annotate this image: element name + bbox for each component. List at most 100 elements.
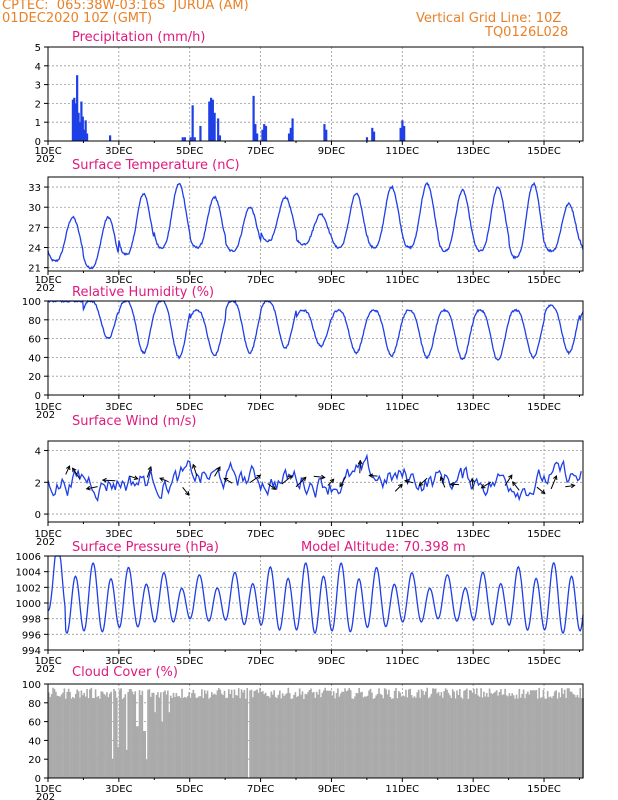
cloud-bar (57, 696, 60, 778)
wind-vector-shaft (418, 477, 428, 486)
y-tick-label: 21 (28, 264, 41, 275)
cloud-bar (116, 697, 118, 778)
cloud-bar (466, 688, 468, 778)
cloud-bar (561, 688, 563, 778)
x-tick-label: 13DEC (456, 784, 490, 795)
wind-vector-shaft (440, 476, 446, 488)
y-tick-label: 1004 (16, 568, 41, 579)
cloud-bar (518, 688, 521, 778)
cloud-bar (198, 696, 200, 778)
x-tick-label: 9DEC (318, 784, 345, 795)
cloud-bar (262, 691, 264, 778)
cloud-bar (154, 712, 156, 778)
cloud-bar (171, 698, 173, 778)
cloud-bar (444, 688, 447, 778)
precip-bar (189, 137, 192, 141)
x-tick-label: 13DEC (456, 402, 490, 413)
wind-vector-head (470, 477, 475, 483)
x-tick-label: 13DEC (456, 275, 490, 286)
x-year-label: 202 (36, 410, 55, 421)
cloud-bar (424, 691, 427, 778)
y-tick-label: 1 (35, 118, 41, 129)
cloud-bar (246, 688, 249, 778)
x-tick-label: 3DEC (105, 784, 132, 795)
cloud-bar (358, 688, 360, 778)
cloud-bar (276, 698, 278, 778)
wind-vector-head (339, 482, 344, 488)
cloud-bar (549, 696, 552, 778)
cloud-bar (118, 689, 121, 778)
panel-title: Surface Temperature (nC) (72, 158, 240, 173)
cloud-bar (208, 698, 210, 778)
cloud-bar (250, 689, 253, 778)
wind-vector (404, 479, 414, 484)
precip-bar (287, 133, 291, 141)
cloud-bar (315, 691, 318, 778)
cloud-bar (553, 691, 556, 778)
cloud-bar (254, 690, 257, 778)
cloud-bar (215, 694, 217, 778)
x-tick-label: 9DEC (318, 146, 345, 157)
wind-vector-head (508, 474, 513, 480)
cloud-bar (106, 692, 108, 778)
cloud-bar (359, 692, 362, 778)
precip-bar (218, 135, 222, 141)
cloud-bar (579, 687, 582, 778)
humidity-line (47, 299, 584, 361)
cloud-bar (220, 693, 223, 778)
cloud-bar (93, 698, 95, 778)
cloud-bar (327, 690, 329, 778)
wind-vector-head (159, 477, 165, 482)
cloud-bar (256, 689, 258, 778)
wind-vector-head (147, 465, 153, 471)
cloud-bar (273, 690, 275, 778)
cloud-bar (474, 694, 477, 778)
precip-bar (323, 124, 326, 141)
cloud-bar (478, 696, 481, 778)
cloud-bar (521, 693, 523, 778)
cloud-bar (267, 696, 270, 778)
cloud-bar (529, 690, 532, 778)
panel-border (47, 555, 584, 651)
cloud-bar (69, 691, 71, 778)
wind-vector (418, 477, 428, 487)
wind-vector (295, 476, 307, 488)
cloud-bar (490, 692, 492, 778)
cloud-bar (345, 691, 348, 778)
cloud-bar (399, 692, 402, 778)
cloud-bar (133, 694, 135, 778)
cloud-bar (203, 690, 206, 778)
cloud-bar (307, 691, 309, 778)
cloud-bar (481, 697, 484, 778)
x-tick-label: 15DEC (527, 656, 561, 667)
precip-bar (76, 75, 79, 141)
cloud-bar (91, 697, 94, 778)
precip-bar (191, 105, 194, 141)
cloud-bar (463, 690, 465, 778)
cloud-bar (290, 698, 292, 778)
cloud-bar (405, 689, 407, 778)
x-tick-label: 11DEC (385, 146, 419, 157)
precip-bar (254, 124, 257, 141)
y-tick-label: 80 (28, 316, 41, 327)
cloud-bar (429, 696, 431, 778)
cloud-bar (159, 692, 162, 778)
y-tick-label: 996 (22, 630, 41, 641)
y-tick-label: 0 (35, 137, 41, 148)
x-tick-label: 7DEC (247, 275, 274, 286)
wind-vector-head (133, 475, 139, 481)
cloud-bar (471, 692, 474, 778)
cloud-bar (123, 697, 125, 778)
wind-vector-head (320, 474, 326, 480)
cloud-bar (376, 693, 379, 778)
cloud-bar (500, 689, 502, 778)
y-tick-label: 24 (28, 244, 41, 255)
wind-vector-shaft (404, 480, 414, 484)
x-tick-label: 15DEC (527, 784, 561, 795)
wind-vector-head (449, 482, 455, 487)
cloud-bar (456, 690, 458, 778)
cloud-bar (181, 688, 183, 778)
wind-vector-head (570, 483, 576, 489)
header-code: TQ0126L028 (485, 25, 569, 40)
